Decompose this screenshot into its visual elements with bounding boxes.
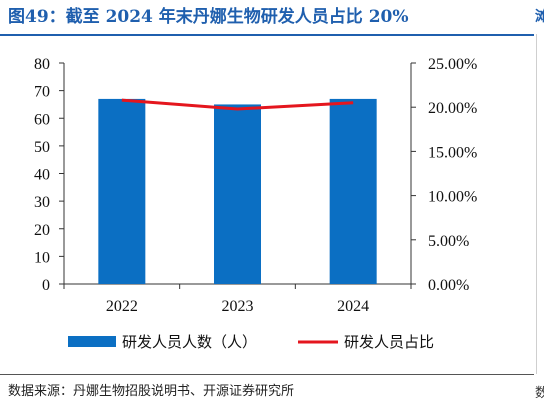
y-right-tick-label: 10.00% [428,189,477,206]
bar-2024 [329,98,377,284]
bar-series [98,98,377,284]
y-right-tick-label: 25.00% [428,56,477,73]
figure-title: 图49：截至 2024 年末丹娜生物研发人员占比 20% [8,7,409,27]
y-left-tick-label: 50 [34,139,50,156]
combo-chart: 0 10 20 30 40 50 60 70 80 0.00% 5.00% 10.00% 15.00% 2… [34,56,477,351]
y-left-tick-label: 10 [34,249,50,266]
x-tick-label: 2023 [222,298,254,315]
line-series [121,98,354,111]
y-left-tick-label: 0 [42,277,50,294]
y-right-tick-label: 15.00% [428,144,477,161]
y-right-tick-label: 5.00% [428,233,469,250]
title-rule [0,34,534,36]
legend: 研发人员人数（人） 研发人员占比 [68,333,434,351]
x-tick-label: 2022 [106,298,138,315]
edge-title-fragment: 滩 [535,9,544,25]
y-right-tick-label: 20.00% [428,100,477,117]
bar-2023 [214,104,261,284]
page-edge-divider [536,34,537,374]
legend-bar-label: 研发人员人数（人） [122,333,257,351]
y-left-tick-label: 80 [34,56,50,73]
tick-labels: 0 10 20 30 40 50 60 70 80 0.00% 5.00% 10.00% 15.00% 2… [34,56,477,315]
y-right-tick-label: 0.00% [428,277,469,294]
source-note: 数据来源：丹娜生物招股说明书、开源证券研究所 [8,384,295,399]
source-rule [0,374,534,375]
y-left-tick-label: 60 [34,111,50,128]
y-left-tick-label: 20 [34,222,50,239]
x-tick-label: 2024 [337,298,369,315]
y-left-tick-label: 30 [34,194,50,211]
y-left-tick-label: 40 [34,167,50,184]
bar-2022 [98,98,146,284]
y-left-tick-label: 70 [34,84,50,101]
edge-source-fragment: 数 [535,386,544,401]
legend-line-label: 研发人员占比 [344,333,434,351]
legend-bar-swatch [68,336,116,347]
